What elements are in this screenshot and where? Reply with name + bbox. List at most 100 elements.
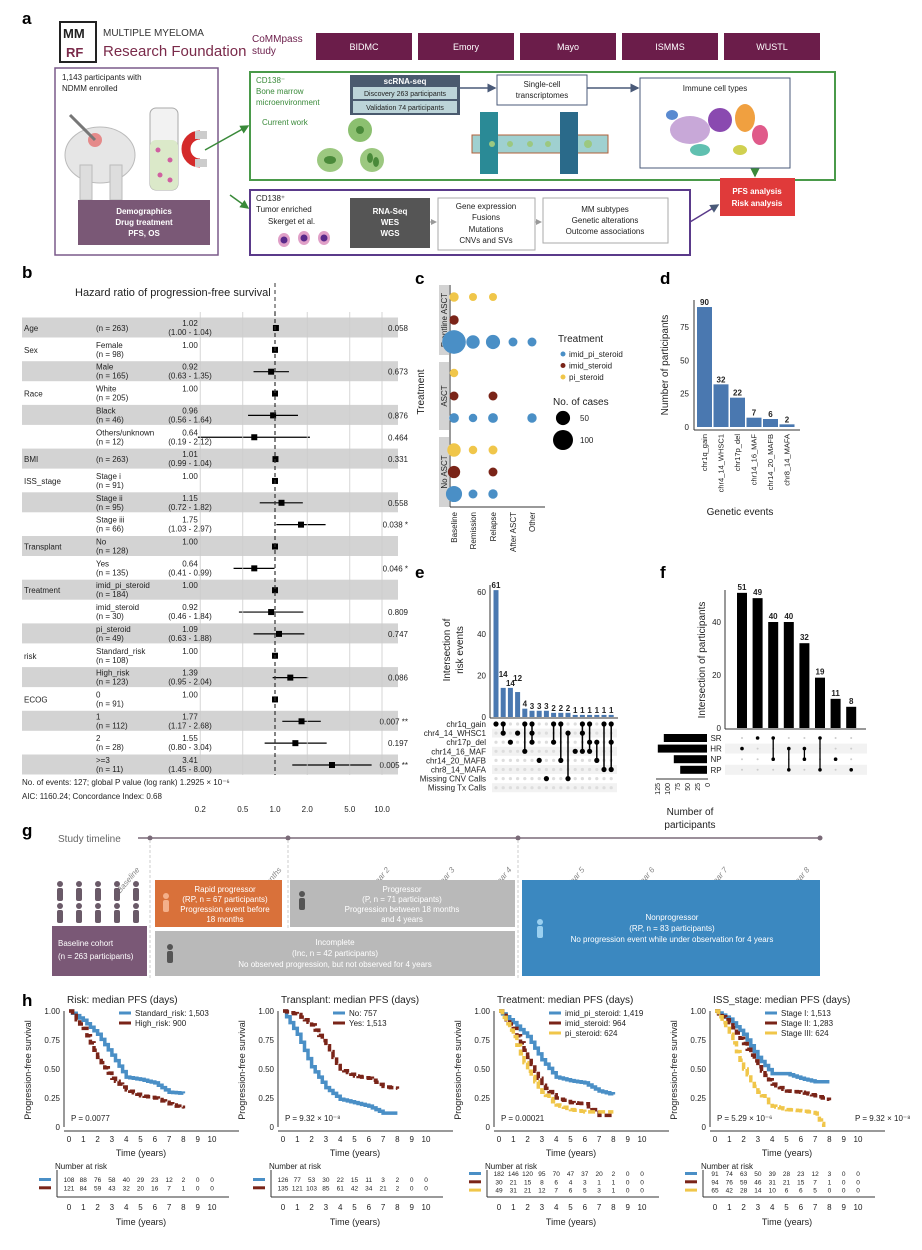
bubble [469,293,477,301]
size-legend-marker [553,430,573,450]
matrix-empty-dot [580,758,585,763]
bar-value-label: 1 [573,706,578,715]
logo-mark-bottom: RF [66,45,83,60]
forest-hr-value: 1.02 [182,319,198,328]
set-size-tick-label: 100 [665,783,672,795]
matrix-dot [529,721,535,727]
risk-count: 0 [210,1177,214,1184]
intersection-bar [522,708,528,717]
bar-value-label: 61 [492,581,501,590]
bar-value-label: 1 [580,706,585,715]
forest-ci-value: (0.46 - 1.84) [168,612,212,621]
risk-count: 40 [123,1177,131,1184]
matrix-empty-dot [602,786,606,790]
matrix-empty-dot [609,777,613,781]
set-size-bar [673,755,707,764]
person-icon [57,903,63,923]
matrix-empty-dot [741,768,743,771]
forest-n-label: (n = 165) [96,372,129,381]
x-tick-label: chr14_20_MAFB [766,434,775,490]
bubble [449,315,459,325]
risk-count: 12 [165,1177,173,1184]
forest-group-label: Sex [24,346,38,355]
risk-count: 2 [396,1177,400,1184]
bubble [445,485,463,503]
site-box [622,33,718,60]
forest-sub-label: Black [96,406,117,415]
forest-point [278,499,285,506]
output-item: Mutations [469,225,504,234]
risk-x-tick-label: 0 [67,1203,72,1212]
matrix-dot [833,757,838,761]
x-tick-label: Other [528,512,537,532]
person-icon [167,944,173,963]
arrow-icon [229,194,250,209]
risk-x-tick-label: 7 [813,1203,818,1212]
matrix-empty-dot [573,767,577,772]
matrix-empty-dot [741,737,743,739]
forest-tick-label: 10.0 [374,805,390,814]
risk-count: 94 [711,1179,719,1186]
x-tick-label: 9 [409,1135,414,1144]
forest-sub-label: Yes [96,559,109,568]
person-icon [114,881,120,901]
risk-count: 23 [151,1177,159,1184]
risk-count: 0 [856,1188,860,1195]
matrix-empty-dot [544,749,549,753]
mmrf-logo: MM RF MULTIPLE MYELOMA Research Foundati… [59,21,246,63]
x-tick-label: 3 [324,1135,329,1144]
y-tick-label: 0.50 [474,1065,490,1074]
forest-title: Hazard ratio of progression-free surviva… [75,287,271,299]
risk-count: 126 [278,1177,289,1184]
risk-x-tick-label: 3 [110,1203,115,1212]
nonprogressor-label: No progression event while under observa… [571,935,774,944]
matrix-dot [787,768,791,772]
x-tick-label: 10 [422,1135,431,1144]
forest-hr-value: 3.41 [182,756,198,765]
progressor-box [290,880,515,927]
matrix-empty-dot [850,747,853,750]
y-tick-label: 0.75 [258,1036,274,1045]
risk-x-tick-label: 10 [422,1203,431,1212]
forest-p-value: 0.331 [388,455,409,464]
risk-x-tick-label: 5 [568,1203,573,1212]
forest-row: BMI (n = 263) 1.01(0.99 - 1.04) 0.331 [22,448,409,469]
matrix-empty-dot [530,767,534,772]
y-tick-label: 0.25 [44,1094,60,1103]
matrix-empty-dot [580,767,585,772]
legend-label: pi_steroid [569,373,604,382]
matrix-empty-dot [523,758,527,763]
x-tick-label: 7 [381,1135,386,1144]
risk-count: 22 [337,1177,345,1184]
cd138pos-ref: Skerget et al. [268,217,315,226]
matrix-empty-dot [573,731,577,735]
panel-label-c: c [415,269,424,288]
baseline-label: (n = 263 participants) [58,952,134,961]
matrix-dot [565,730,571,736]
analysis-outputs-box [542,197,669,244]
person-icon [57,881,63,901]
bubble [488,413,498,423]
legend-label: imid_pi_steroid: 1,419 [565,1009,644,1018]
set-label: RP [710,766,721,775]
risk-count: 0 [196,1185,200,1192]
risk-count: 47 [567,1171,575,1178]
forest-row: 1(n = 112) 1.77(1.17 - 2.68) 0.007 ** [22,710,408,731]
bar-value-label: 12 [513,674,522,683]
bar-value-label: 14 [499,670,508,679]
risk-count: 77 [294,1177,302,1184]
risk-count: 31 [510,1188,518,1195]
km-plot: Treatment: median PFS (days) 0 0.25 0.50 0.7… [453,995,669,1227]
matrix-empty-dot [537,786,541,790]
bar [779,424,795,427]
matrix-empty-dot [588,767,592,772]
km-curve [715,1009,832,1101]
risk-count: 0 [640,1179,644,1186]
set-size-bar [680,765,707,774]
risk-count: 15 [524,1179,532,1186]
y-tick-label: 1.00 [690,1007,706,1016]
matrix-empty-dot [508,758,512,763]
intersection-bar [579,714,585,717]
forest-row: Transplant No(n = 128) 1.00 [22,536,398,556]
matrix-empty-dot [588,777,592,781]
